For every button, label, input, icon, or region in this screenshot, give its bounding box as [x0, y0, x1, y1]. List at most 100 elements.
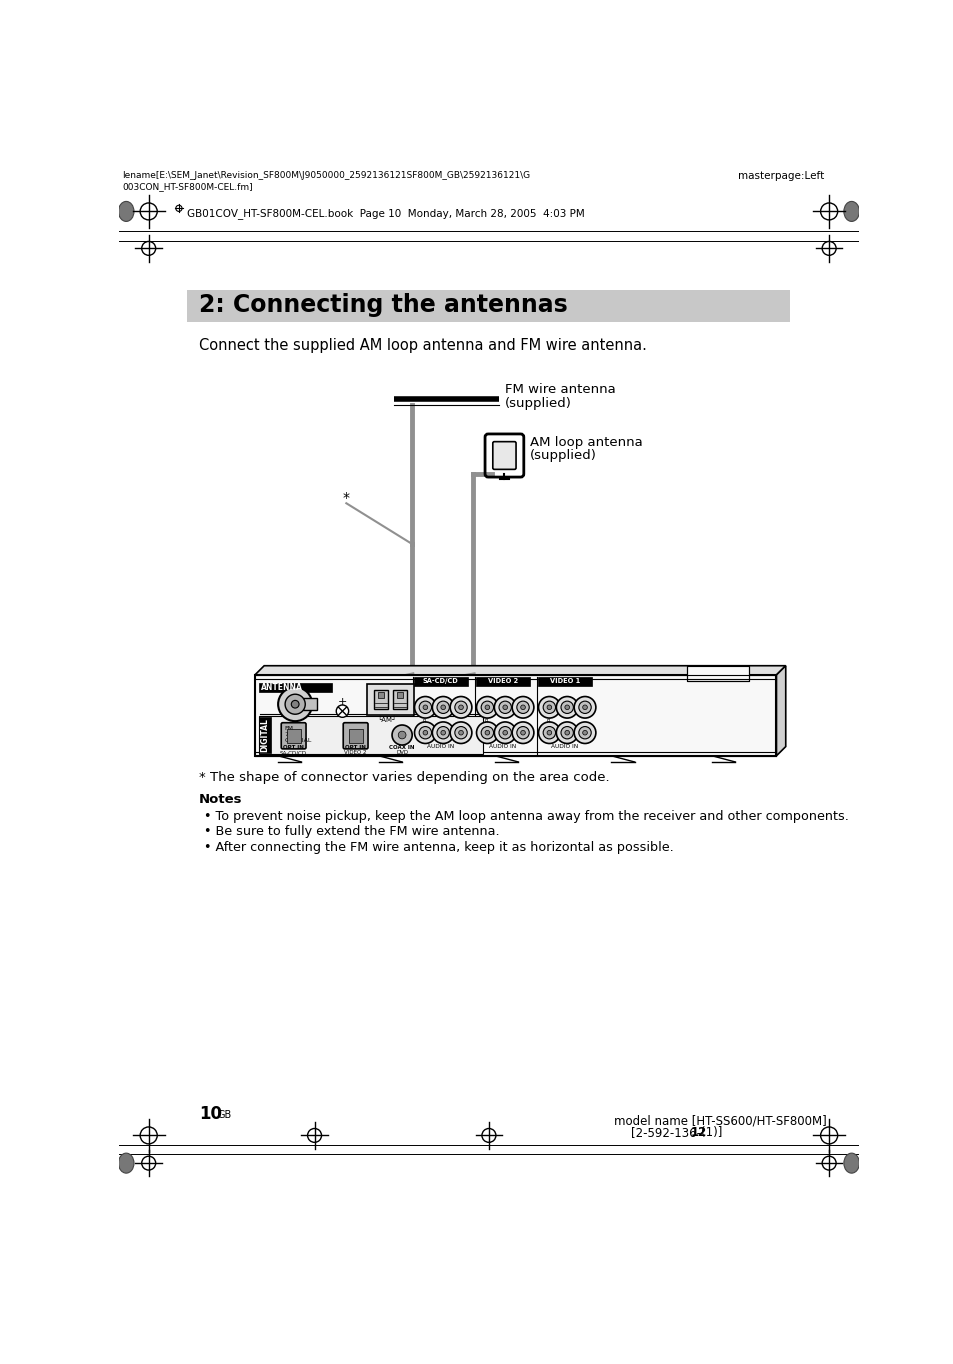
Text: AUDIO IN: AUDIO IN	[427, 745, 454, 749]
Text: R: R	[422, 719, 426, 724]
Text: AUDIO IN: AUDIO IN	[489, 745, 516, 749]
Circle shape	[512, 697, 534, 717]
Circle shape	[455, 701, 467, 713]
Text: *: *	[342, 491, 350, 505]
Text: Connect the supplied AM loop antenna and FM wire antenna.: Connect the supplied AM loop antenna and…	[199, 338, 646, 353]
Text: model name [HT-SS600/HT-SF800M]: model name [HT-SS600/HT-SF800M]	[613, 1114, 825, 1128]
Ellipse shape	[118, 1153, 133, 1173]
Circle shape	[450, 697, 472, 717]
Text: +: +	[337, 697, 347, 707]
Circle shape	[502, 705, 507, 709]
Bar	[258, 717, 271, 753]
Circle shape	[458, 730, 463, 735]
Bar	[393, 690, 406, 709]
Bar	[254, 675, 776, 756]
Circle shape	[512, 722, 534, 743]
Polygon shape	[254, 666, 785, 675]
Text: 003CON_HT-SF800M-CEL.fm]: 003CON_HT-SF800M-CEL.fm]	[122, 183, 253, 191]
Text: [2-592-136-: [2-592-136-	[630, 1127, 700, 1139]
Text: R: R	[546, 719, 550, 724]
Text: • After connecting the FM wire antenna, keep it as horizontal as possible.: • After connecting the FM wire antenna, …	[204, 840, 674, 854]
Ellipse shape	[843, 1153, 859, 1173]
Circle shape	[432, 722, 454, 743]
Circle shape	[455, 727, 467, 739]
Text: GB: GB	[217, 1110, 232, 1120]
Circle shape	[418, 701, 431, 713]
Text: 10: 10	[199, 1105, 222, 1123]
Text: FM
75Ω
COAXIAL: FM 75Ω COAXIAL	[284, 726, 312, 743]
Bar	[537, 677, 592, 686]
Text: (1)]: (1)]	[700, 1127, 721, 1139]
Text: lename[E:\SEM_Janet\Revision_SF800M\J9050000_2592136121SF800M_GB\2592136121\G: lename[E:\SEM_Janet\Revision_SF800M\J905…	[122, 172, 530, 180]
Text: DVD: DVD	[395, 750, 408, 756]
Circle shape	[392, 726, 412, 745]
Circle shape	[517, 701, 529, 713]
Circle shape	[494, 722, 516, 743]
Circle shape	[480, 727, 493, 739]
Circle shape	[415, 722, 436, 743]
Text: • Be sure to fully extend the FM wire antenna.: • Be sure to fully extend the FM wire an…	[204, 825, 499, 837]
Text: AM loop antenna: AM loop antenna	[530, 436, 642, 449]
Ellipse shape	[118, 202, 133, 221]
Circle shape	[335, 705, 348, 717]
Bar	[377, 692, 384, 698]
Circle shape	[564, 730, 569, 735]
Bar	[187, 291, 790, 322]
Circle shape	[484, 705, 489, 709]
Text: • To prevent noise pickup, keep the AM loop antenna away from the receiver and o: • To prevent noise pickup, keep the AM l…	[204, 810, 848, 822]
Circle shape	[517, 727, 529, 739]
Text: OPT IN: OPT IN	[345, 745, 366, 750]
Text: VIDEO 2: VIDEO 2	[344, 750, 367, 756]
Text: DIGITAL: DIGITAL	[260, 717, 269, 752]
Circle shape	[397, 731, 406, 739]
Circle shape	[556, 697, 578, 717]
Text: COAX IN: COAX IN	[389, 745, 415, 750]
Bar	[476, 677, 530, 686]
Circle shape	[484, 730, 489, 735]
FancyBboxPatch shape	[343, 723, 368, 749]
Circle shape	[418, 727, 431, 739]
Text: * The shape of connector varies depending on the area code.: * The shape of connector varies dependin…	[199, 771, 609, 784]
Text: AUDIO IN: AUDIO IN	[551, 745, 578, 749]
Circle shape	[476, 722, 497, 743]
Text: └AM┘: └AM┘	[376, 716, 395, 723]
Circle shape	[436, 701, 449, 713]
Text: 2: Connecting the antennas: 2: Connecting the antennas	[199, 293, 567, 318]
Circle shape	[291, 700, 298, 708]
Polygon shape	[686, 666, 748, 681]
Circle shape	[537, 697, 559, 717]
Circle shape	[582, 705, 587, 709]
Circle shape	[560, 727, 573, 739]
Circle shape	[450, 722, 472, 743]
Circle shape	[578, 701, 591, 713]
Bar	[367, 685, 414, 715]
Polygon shape	[776, 666, 785, 756]
Circle shape	[422, 730, 427, 735]
Circle shape	[520, 730, 525, 735]
Text: ANTENNA: ANTENNA	[261, 683, 303, 692]
Bar	[396, 692, 402, 698]
Circle shape	[480, 701, 493, 713]
Text: SA-CD/CD: SA-CD/CD	[280, 750, 307, 756]
Circle shape	[415, 697, 436, 717]
Circle shape	[582, 730, 587, 735]
Circle shape	[285, 694, 305, 715]
Bar	[286, 728, 300, 743]
Text: OPT IN: OPT IN	[283, 745, 304, 750]
Bar	[414, 677, 468, 686]
Circle shape	[422, 705, 427, 709]
Bar	[303, 698, 316, 711]
Circle shape	[502, 730, 507, 735]
Text: GB01COV_HT-SF800M-CEL.book  Page 10  Monday, March 28, 2005  4:03 PM: GB01COV_HT-SF800M-CEL.book Page 10 Monda…	[187, 209, 584, 220]
Text: (supplied): (supplied)	[530, 449, 597, 461]
Circle shape	[564, 705, 569, 709]
Bar	[374, 690, 388, 709]
Text: SA-CD/CD: SA-CD/CD	[422, 678, 458, 685]
Circle shape	[578, 727, 591, 739]
Text: Notes: Notes	[199, 792, 242, 806]
Circle shape	[458, 705, 463, 709]
Circle shape	[546, 730, 551, 735]
Circle shape	[520, 705, 525, 709]
Text: VIDEO 1: VIDEO 1	[549, 678, 579, 685]
Circle shape	[432, 697, 454, 717]
